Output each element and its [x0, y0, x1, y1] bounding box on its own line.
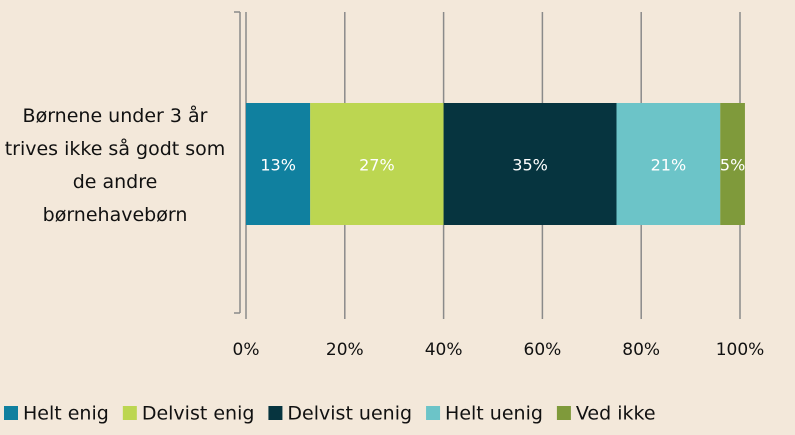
data-label: 35% [512, 156, 548, 175]
bar-segment [443, 103, 617, 225]
data-label: 5% [720, 156, 745, 175]
legend-swatch [4, 406, 18, 420]
legend-swatch [268, 406, 283, 420]
x-tick-label: 80% [622, 340, 660, 360]
x-tick-label: 0% [233, 340, 260, 360]
legend-label: Delvist uenig [287, 403, 412, 425]
legend-swatch [122, 406, 137, 420]
data-label: 13% [260, 156, 296, 175]
x-tick-label: 100% [716, 340, 765, 360]
bar-segment [720, 103, 745, 225]
legend-label: Delvist enig [142, 403, 255, 425]
legend-label: Ved ikke [576, 403, 656, 425]
x-tick-label: 60% [524, 340, 562, 360]
x-tick-label: 20% [326, 340, 364, 360]
legend-label: Helt uenig [445, 403, 543, 425]
bar-segment [616, 103, 721, 225]
data-label: 21% [651, 156, 687, 175]
bar-segment [246, 103, 311, 225]
category-label: Børnene under 3 år trives ikke så godt s… [4, 105, 226, 226]
bar-segment [310, 103, 444, 225]
legend-swatch [426, 406, 441, 420]
legend-label: Helt enig [23, 403, 109, 425]
data-label: 27% [359, 156, 395, 175]
x-tick-label: 40% [425, 340, 463, 360]
legend-swatch [556, 406, 571, 420]
